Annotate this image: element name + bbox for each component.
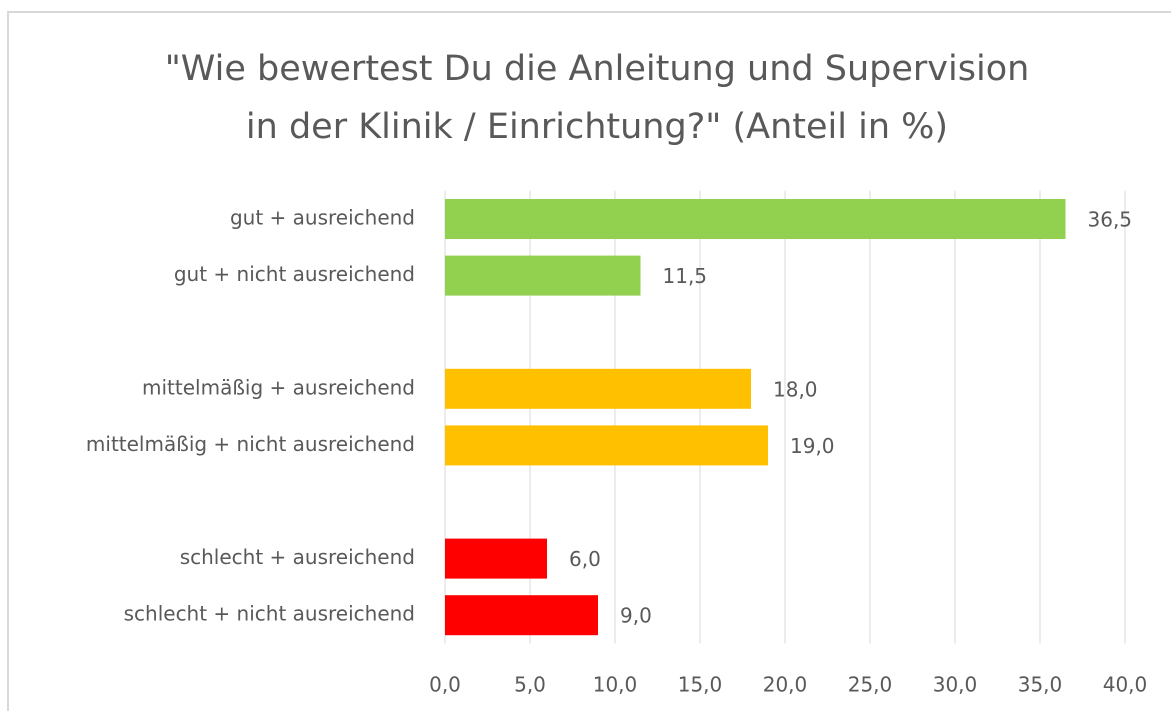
y-tick-label: mittelmäßig + nicht ausreichend	[86, 432, 415, 456]
chart-border	[7, 11, 1171, 715]
x-tick-label: 5,0	[514, 673, 546, 697]
data-label: 19,0	[790, 434, 835, 458]
data-label: 9,0	[620, 604, 652, 628]
y-tick-label: schlecht + nicht ausreichend	[124, 602, 415, 626]
bar	[445, 425, 768, 466]
bar	[445, 595, 598, 636]
y-tick-label: gut + nicht ausreichend	[174, 262, 415, 286]
x-tick-label: 40,0	[1103, 673, 1148, 697]
x-tick-label: 20,0	[763, 673, 808, 697]
data-label: 6,0	[569, 547, 601, 571]
bar	[445, 255, 641, 296]
x-tick-label: 15,0	[678, 673, 723, 697]
y-tick-label: schlecht + ausreichend	[180, 545, 415, 569]
x-tick-label: 0,0	[429, 673, 461, 697]
x-tick-label: 25,0	[848, 673, 893, 697]
x-tick-label: 10,0	[593, 673, 638, 697]
chart-title: "Wie bewertest Du die Anleitung und Supe…	[165, 49, 1030, 89]
chart-title: in der Klinik / Einrichtung?" (Anteil in…	[246, 107, 948, 147]
x-tick-label: 30,0	[933, 673, 978, 697]
bar	[445, 368, 751, 409]
bar	[445, 199, 1066, 239]
x-tick-label: 35,0	[1018, 673, 1063, 697]
data-label: 18,0	[773, 377, 818, 401]
y-tick-label: gut + ausreichend	[230, 206, 415, 230]
y-tick-label: mittelmäßig + ausreichend	[142, 375, 415, 399]
data-label: 11,5	[663, 264, 708, 288]
bar	[445, 538, 547, 579]
data-label: 36,5	[1088, 208, 1133, 232]
